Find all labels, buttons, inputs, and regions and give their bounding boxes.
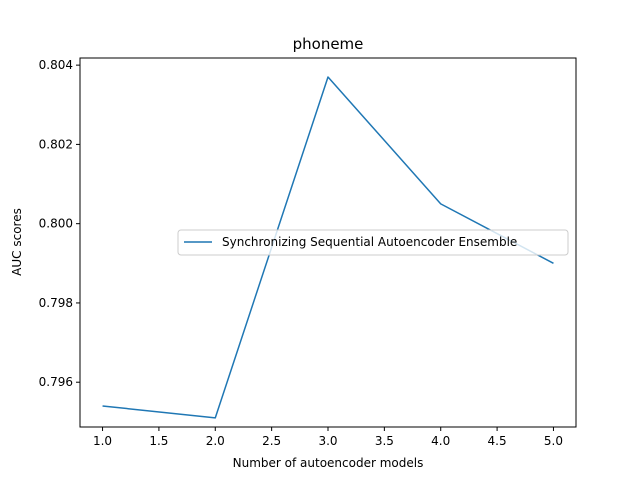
x-tick-label: 3.5 <box>375 434 394 448</box>
series-layer <box>102 76 554 419</box>
y-axis-label: AUC scores <box>10 208 24 276</box>
y-tick-label: 0.802 <box>39 137 73 151</box>
legend-label: Synchronizing Sequential Autoencoder Ens… <box>222 235 517 249</box>
x-axis: 1.0 1.5 2.0 2.5 3.0 3.5 4.0 4.5 5.0 <box>93 427 563 448</box>
x-tick-label: 4.5 <box>488 434 507 448</box>
y-tick-label: 0.804 <box>39 58 73 72</box>
x-tick-label: 3.0 <box>318 434 337 448</box>
x-tick-label: 4.0 <box>431 434 450 448</box>
x-tick-label: 1.0 <box>93 434 112 448</box>
legend: Synchronizing Sequential Autoencoder Ens… <box>177 229 569 256</box>
x-tick-label: 2.5 <box>262 434 281 448</box>
legend-box <box>177 229 569 256</box>
x-axis-label: Number of autoencoder models <box>233 456 424 470</box>
x-tick-label: 2.0 <box>206 434 225 448</box>
chart-title: phoneme <box>293 35 364 53</box>
y-tick-label: 0.798 <box>39 296 73 310</box>
y-axis: 0.796 0.798 0.800 0.802 0.804 <box>39 58 80 389</box>
y-tick-label: 0.800 <box>39 217 73 231</box>
y-tick-label: 0.796 <box>39 375 73 389</box>
x-tick-label: 5.0 <box>544 434 563 448</box>
x-tick-label: 1.5 <box>149 434 168 448</box>
